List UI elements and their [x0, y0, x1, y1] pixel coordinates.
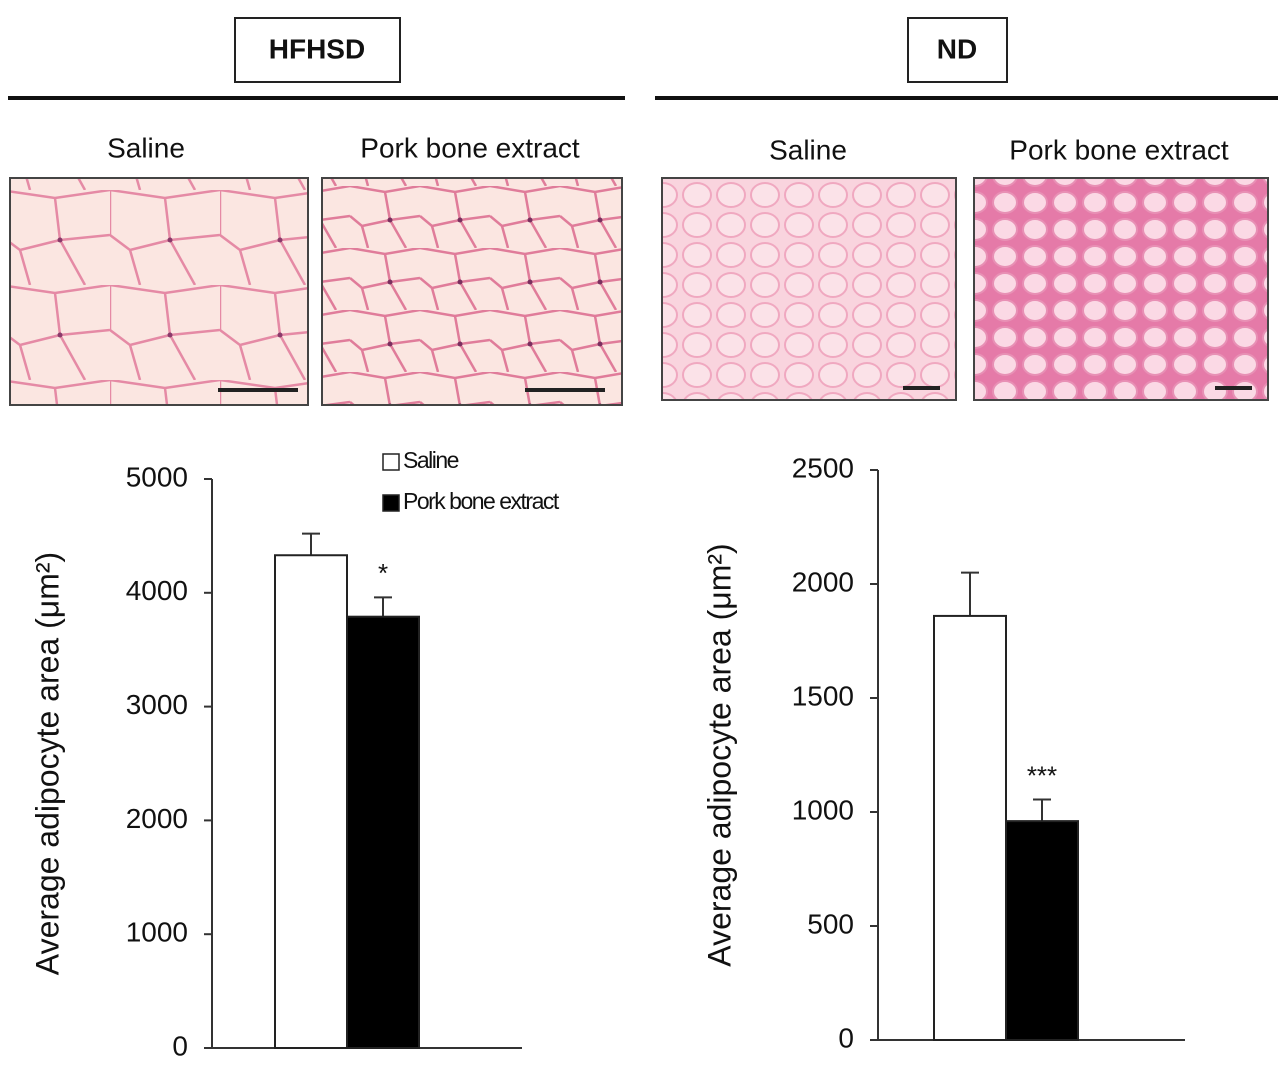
- legend-label: Saline: [403, 447, 459, 473]
- micrograph: [661, 177, 957, 401]
- significance: *: [378, 558, 388, 588]
- panel-title-box: [234, 17, 401, 83]
- image-label: Pork bone extract: [1009, 134, 1229, 165]
- y-axis-label: Average adipocyte area (μm²): [29, 552, 65, 975]
- y-tick-label: 1000: [792, 794, 854, 825]
- image-label: Saline: [769, 134, 847, 165]
- bar: [933, 614, 1007, 1041]
- y-tick-label: 3000: [126, 689, 188, 720]
- image-label: Pork bone extract: [360, 132, 580, 163]
- micrograph: [973, 177, 1269, 401]
- bar: [274, 554, 348, 1049]
- panel-title: HFHSD: [269, 33, 365, 64]
- y-tick-label: 2000: [792, 566, 854, 597]
- y-tick-label: 2500: [792, 452, 854, 483]
- panel-title: ND: [937, 33, 977, 64]
- y-tick-label: 0: [838, 1022, 854, 1053]
- y-tick-label: 5000: [126, 461, 188, 492]
- legend-label: Pork bone extract: [403, 488, 560, 514]
- y-tick-label: 500: [807, 908, 854, 939]
- bar: [1005, 820, 1079, 1041]
- y-tick-label: 1000: [126, 917, 188, 948]
- significance: ***: [1027, 760, 1057, 790]
- y-tick-label: 2000: [126, 803, 188, 834]
- y-tick-label: 0: [172, 1030, 188, 1061]
- y-tick-label: 4000: [126, 575, 188, 606]
- panel-title-box: [907, 17, 1008, 83]
- image-label: Saline: [107, 132, 185, 163]
- micrograph: [321, 177, 623, 406]
- y-axis-label: Average adipocyte area (μm²): [701, 543, 737, 966]
- legend-swatch: [382, 494, 400, 512]
- micrograph: [9, 177, 309, 406]
- legend-swatch: [382, 453, 400, 471]
- bar: [346, 615, 420, 1049]
- y-tick-label: 1500: [792, 680, 854, 711]
